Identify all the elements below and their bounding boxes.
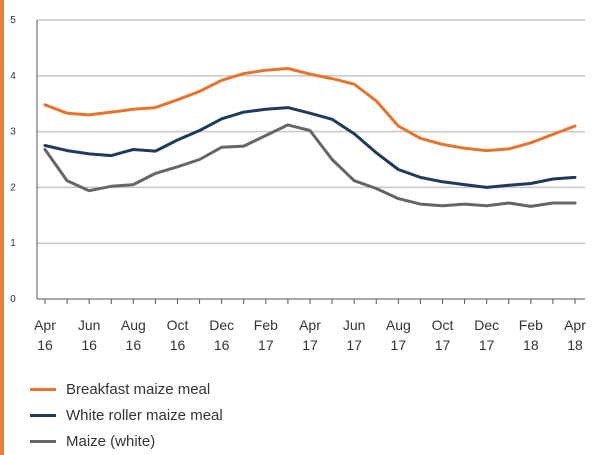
y-tick-label-5: 5 xyxy=(10,15,16,26)
axis-layer xyxy=(36,20,585,304)
legend-label-maize-white: Maize (white) xyxy=(66,432,156,450)
legend: Breakfast maize meal White roller maize … xyxy=(30,376,223,454)
series-line-breakfast-maize-meal xyxy=(43,67,577,153)
x-tick-label-month: Dec xyxy=(474,317,499,333)
x-tick-label-year: 17 xyxy=(346,337,362,353)
legend-swatch-breakfast xyxy=(30,387,56,391)
x-tick-label-month: Apr xyxy=(34,317,56,333)
left-accent-rule xyxy=(0,0,4,455)
legend-swatch-maize-white xyxy=(30,439,56,443)
series-line-maize-white xyxy=(43,123,577,208)
x-tick-label-year: 18 xyxy=(567,337,583,353)
x-tick-label-month: Aug xyxy=(386,317,411,333)
x-tick-label-year: 16 xyxy=(214,337,230,353)
x-tick-label-year: 17 xyxy=(258,337,274,353)
legend-item-breakfast: Breakfast maize meal xyxy=(30,376,223,402)
x-tick-label-year: 16 xyxy=(126,337,142,353)
x-tick-label-month: Jun xyxy=(78,317,101,333)
x-tick-label-month: Feb xyxy=(254,317,278,333)
x-tick-label-month: Dec xyxy=(209,317,234,333)
y-tick-label-3: 3 xyxy=(10,127,16,138)
x-tick-label-year: 16 xyxy=(37,337,53,353)
series-layer xyxy=(43,67,577,208)
x-tick-label-year: 17 xyxy=(479,337,495,353)
y-tick-label-2: 2 xyxy=(10,182,16,193)
legend-item-white-roller: White roller maize meal xyxy=(30,402,223,428)
legend-label-breakfast: Breakfast maize meal xyxy=(66,380,211,398)
x-tick-label-year: 16 xyxy=(170,337,186,353)
x-tick-label-month: Jun xyxy=(343,317,366,333)
x-tick-label-year: 16 xyxy=(81,337,97,353)
label-layer: 0 1 2 3 4 5 Apr 16 Jun 16 Aug 16 Oct 16 Dec 16 Feb 17 Apr 1… xyxy=(10,15,586,353)
y-tick-label-0: 0 xyxy=(10,294,16,305)
line-chart: 0 1 2 3 4 5 Apr 16 Jun 16 Aug 16 Oct 16 Dec 16 Feb 17 Apr 1… xyxy=(10,15,586,353)
y-tick-label-4: 4 xyxy=(10,71,16,82)
legend-item-maize-white: Maize (white) xyxy=(30,428,223,454)
x-tick-label-month: Oct xyxy=(432,317,454,333)
x-tick-label-year: 17 xyxy=(391,337,407,353)
x-tick-label-year: 17 xyxy=(435,337,451,353)
legend-label-white-roller: White roller maize meal xyxy=(66,406,223,424)
x-tick-label-month: Feb xyxy=(519,317,543,333)
x-tick-label-month: Aug xyxy=(121,317,146,333)
x-tick-label-month: Oct xyxy=(167,317,189,333)
x-tick-label-year: 17 xyxy=(302,337,318,353)
legend-swatch-white-roller xyxy=(30,413,56,417)
x-tick-label-month: Apr xyxy=(564,317,586,333)
series-line-white-roller-maize-meal xyxy=(43,106,577,189)
y-tick-label-1: 1 xyxy=(10,238,16,249)
x-tick-label-month: Apr xyxy=(299,317,321,333)
x-tick-label-year: 18 xyxy=(523,337,539,353)
